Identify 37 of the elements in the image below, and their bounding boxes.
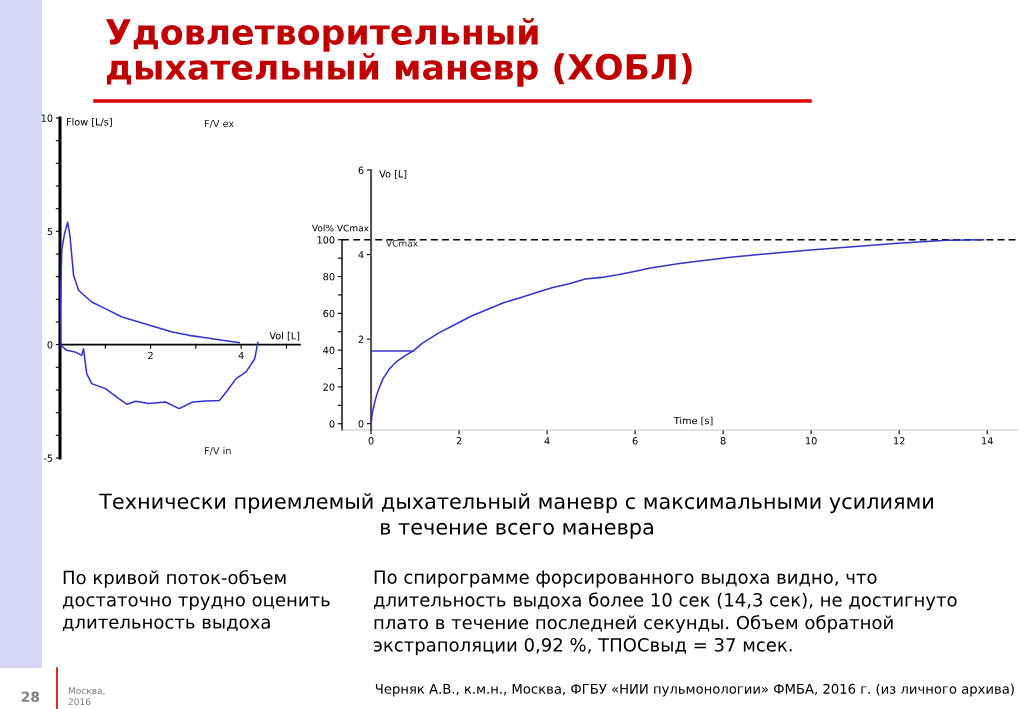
y-tick-label: 0	[47, 341, 53, 349]
text: Москва, 2016	[68, 687, 105, 706]
annotation: F/V in	[204, 446, 231, 456]
x-axis-title: Time [s]	[673, 416, 713, 426]
y-tick-label: 40	[323, 346, 335, 354]
ref-line-label: VCmax	[386, 239, 418, 247]
text: По кривой поток-объем достаточно трудно оценить длительность выдоха	[62, 570, 330, 632]
x-tick-label: 14	[982, 437, 993, 445]
x-tick-label: 10	[806, 437, 817, 445]
y-tick-label: 5	[47, 227, 53, 236]
y2-tick-label: 2	[358, 335, 364, 343]
y2-tick-label: 4	[358, 251, 364, 259]
x-tick-label: 4	[544, 437, 550, 445]
y-tick-label: 0	[329, 420, 335, 428]
y-tick-label: -5	[43, 454, 53, 462]
y-tick-label: 20	[323, 383, 335, 391]
y-axis-title: Flow [L/s]	[66, 118, 112, 127]
text: Технически приемлемый дыхательный маневр с максимальными усилиями в течение всего маневра	[99, 493, 933, 539]
y2-axis-title: Vo [L]	[379, 170, 407, 179]
y-tick-label: 10	[41, 114, 53, 122]
x-axis-title: Vol [L]	[269, 331, 300, 341]
text: По спирограмме форсированного выдоха видно, что длительность выдоха более 10 сек (14,3 сек), не достигнуто плато в течение последней секунды. Объем обратной экстраполяции 0,92 %, ТПОСвыд = 37 мсек.	[373, 570, 957, 656]
x-tick-label: 0	[368, 437, 374, 445]
text: Удовлетворительный дыхательный маневр (ХОБЛ)	[106, 18, 692, 87]
x-tick-label: 6	[632, 437, 638, 445]
y-tick-label: 100	[317, 236, 335, 244]
y2-tick-label: 0	[358, 420, 364, 428]
y2-tick-label: 6	[358, 166, 364, 174]
annotation: F/V ex	[204, 120, 234, 128]
text: 28	[21, 691, 40, 703]
x-tick-label: 12	[894, 437, 905, 445]
y-tick-label: 80	[323, 273, 335, 281]
x-tick-label: 8	[720, 437, 726, 445]
text: Черняк А.В., к.м.н., Москва, ФГБУ «НИИ пульмонологии» ФМБА, 2016 г. (из личного архива)	[375, 683, 1014, 697]
y-tick-label: 60	[323, 309, 335, 318]
y-axis-title: Vol% VCmax	[311, 224, 369, 232]
x-tick-label: 2	[456, 437, 462, 445]
